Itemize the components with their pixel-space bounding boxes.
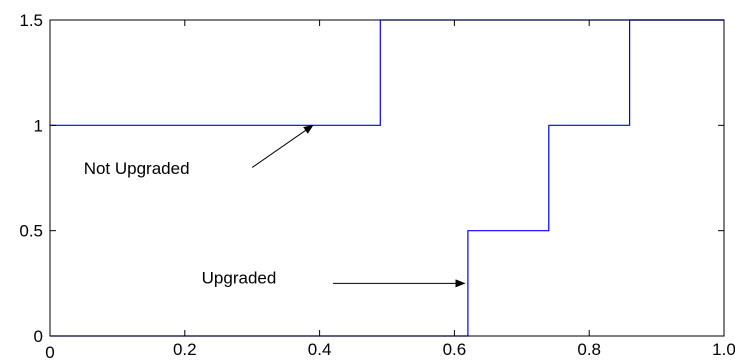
y-tick-label-0: 0	[34, 327, 43, 346]
annotations: Not Upgraded Upgraded	[84, 124, 466, 288]
y-tick-label-2: 1	[34, 116, 43, 135]
series-line-2	[50, 19, 724, 337]
x-tick-label-4: 0.8	[577, 340, 601, 359]
x-tick-label-1: 0.2	[173, 340, 197, 359]
annotation-arrow-0	[251, 124, 314, 168]
y-tick-label-3: 1.5	[19, 11, 43, 30]
series-line-1	[50, 19, 724, 126]
y-tick-label-1: 0.5	[19, 222, 43, 241]
annotation-label-0: Not Upgraded	[84, 159, 190, 178]
annotation-label-1: Upgraded	[202, 268, 277, 287]
ticks-layer	[49, 19, 725, 337]
x-tick-label-2: 0.4	[308, 340, 332, 359]
tick-labels: 0 0.2 0.4 0.6 0.8 1.0 0 0.5 1 1.5	[19, 11, 735, 362]
plot-frame	[49, 19, 725, 337]
x-tick-label-0: 0	[45, 343, 54, 362]
x-tick-label-3: 0.6	[443, 340, 467, 359]
series-layer	[50, 19, 724, 337]
x-tick-label-5: 1.0	[712, 340, 735, 359]
